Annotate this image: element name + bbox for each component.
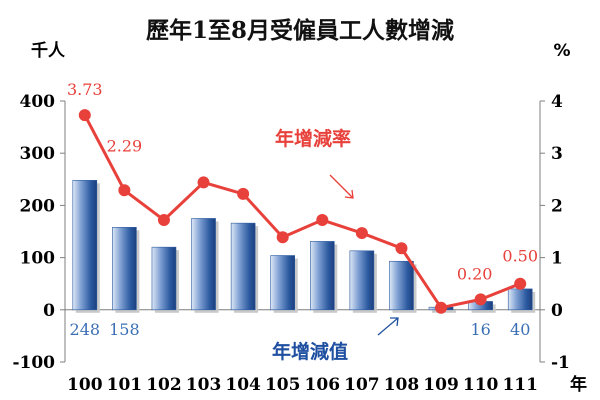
bar <box>230 222 256 311</box>
bar-series <box>72 180 536 313</box>
x-axis-tick-label: 107 <box>344 375 380 395</box>
rate-point <box>395 242 408 255</box>
x-axis-tick-label: 111 <box>502 375 538 395</box>
x-axis-tick-label: 101 <box>107 375 143 395</box>
left-axis-tick-label: 300 <box>20 144 56 164</box>
rate-point <box>157 214 170 227</box>
bar <box>112 227 137 311</box>
rate-value-label: 0.20 <box>457 264 493 283</box>
value-annotation-arrowhead <box>390 317 399 327</box>
left-axis-tick-label: 0 <box>43 301 55 321</box>
bar <box>151 246 177 311</box>
x-axis-tick-label: 110 <box>463 375 499 395</box>
left-axis-unit: 千人 <box>31 41 66 61</box>
bar <box>349 250 375 311</box>
rate-point <box>237 187 250 200</box>
x-axis-unit: 年 <box>570 374 587 395</box>
x-axis-tick-label: 100 <box>67 375 103 395</box>
rate-point <box>276 231 289 244</box>
value-series-annotation: 年增減值 <box>272 340 348 363</box>
bar <box>507 288 533 311</box>
bar <box>72 180 98 311</box>
rate-point <box>435 301 448 314</box>
left-axis-tick-label: 200 <box>20 196 56 216</box>
rate-value-label: 0.50 <box>502 247 538 266</box>
right-axis-tick-label: -1 <box>551 353 570 373</box>
left-axis-tick-label: 400 <box>20 92 56 112</box>
right-axis-tick-label: 1 <box>551 249 563 269</box>
x-axis-tick-label: 102 <box>146 375 182 395</box>
rate-line <box>83 114 521 310</box>
right-axis-tick-label: 2 <box>551 196 563 216</box>
rate-annotation-arrow <box>329 174 354 199</box>
data-labels: 248 158 16 40 3.73 2.29 0.20 0.50 <box>67 80 538 339</box>
x-axis-tick-label: 106 <box>305 375 341 395</box>
right-axis-tick-label: 4 <box>551 92 563 112</box>
bar-value-label: 248 <box>70 320 101 339</box>
rate-series-annotation: 年增減率 <box>275 127 351 150</box>
rate-point <box>474 293 487 306</box>
rate-annotation-arrowhead <box>344 189 354 199</box>
left-axis-tick-label: -100 <box>12 353 55 373</box>
bar-value-label: 16 <box>470 320 490 339</box>
x-axis-tick-label: 105 <box>265 375 301 395</box>
line-series <box>78 109 527 314</box>
rate-point <box>118 184 131 197</box>
bar <box>270 255 296 311</box>
rate-point <box>78 109 91 122</box>
right-axis-tick-label: 0 <box>551 301 563 321</box>
rate-point <box>355 227 368 240</box>
x-axis-tick-label: 109 <box>423 375 459 395</box>
chart-title: 歷年1至8月受僱員工人數增減 <box>146 17 454 44</box>
left-axis-tick-label: 100 <box>20 249 56 269</box>
value-annotation-arrow <box>377 317 399 336</box>
right-axis-tick-label: 3 <box>551 144 563 164</box>
bar <box>191 218 216 311</box>
x-axis-tick-label: 104 <box>225 375 261 395</box>
x-axis-tick-label: 103 <box>186 375 222 395</box>
x-axis-tick-label: 108 <box>384 375 420 395</box>
bar <box>309 241 335 311</box>
bar-value-label: 40 <box>510 320 530 339</box>
rate-point <box>316 214 329 227</box>
right-axis-unit: % <box>553 41 570 61</box>
rate-value-label: 3.73 <box>67 80 103 99</box>
bar <box>389 260 414 311</box>
rate-point <box>197 176 210 189</box>
rate-point <box>514 277 527 290</box>
bar-value-label: 158 <box>109 320 140 339</box>
rate-value-label: 2.29 <box>107 136 143 155</box>
